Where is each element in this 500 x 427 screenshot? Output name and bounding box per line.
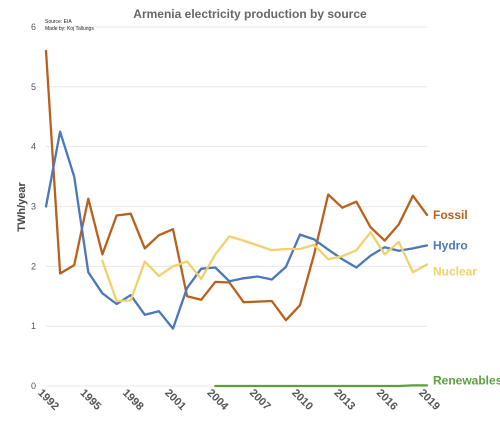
y-tick-label: 0 xyxy=(31,381,36,391)
y-tick-label: 2 xyxy=(31,261,36,271)
x-tick-label: 2007 xyxy=(247,387,273,413)
y-tick-label: 1 xyxy=(31,321,36,331)
series-line-hydro xyxy=(44,130,429,330)
y-axis-label: TWh/year xyxy=(16,182,28,232)
source-note: Source: EIA xyxy=(45,19,72,25)
series-label-fossil: Fossil xyxy=(433,208,468,222)
x-tick-label: 1995 xyxy=(78,387,104,413)
gridlines xyxy=(46,26,427,387)
y-tick-labels: 0 1 2 3 4 5 6 xyxy=(31,22,36,391)
series-line-nuclear xyxy=(101,231,429,303)
series-label-hydro: Hydro xyxy=(433,238,468,252)
x-tick-label: 2004 xyxy=(205,387,231,413)
x-tick-labels: 1992 1995 1998 2001 2004 2007 2010 2013 2016 2019 xyxy=(35,387,442,413)
series-line-renewables xyxy=(214,384,429,388)
y-tick-label: 3 xyxy=(31,202,36,212)
y-tick-label: 4 xyxy=(31,142,36,152)
series-label-nuclear: Nuclear xyxy=(433,265,477,279)
y-tick-label: 5 xyxy=(31,82,36,92)
series-label-renewables: Renewables xyxy=(433,373,500,387)
x-tick-label: 2016 xyxy=(374,387,400,413)
series-labels: Fossil Hydro Nuclear Renewables xyxy=(433,208,500,388)
series-lines xyxy=(44,49,429,388)
y-tick-label: 6 xyxy=(31,22,36,32)
x-tick-label: 2013 xyxy=(332,387,358,413)
chart-title: Armenia electricity production by source xyxy=(133,7,367,21)
author-note: Made by: Koj Tallungs xyxy=(45,26,94,32)
x-tick-label: 2001 xyxy=(162,387,188,413)
x-tick-label: 1998 xyxy=(120,387,146,413)
x-tick-label: 2010 xyxy=(289,387,315,413)
x-tick-label: 1992 xyxy=(35,387,61,413)
x-tick-label: 2019 xyxy=(416,387,442,413)
series-line-fossil xyxy=(44,49,429,322)
